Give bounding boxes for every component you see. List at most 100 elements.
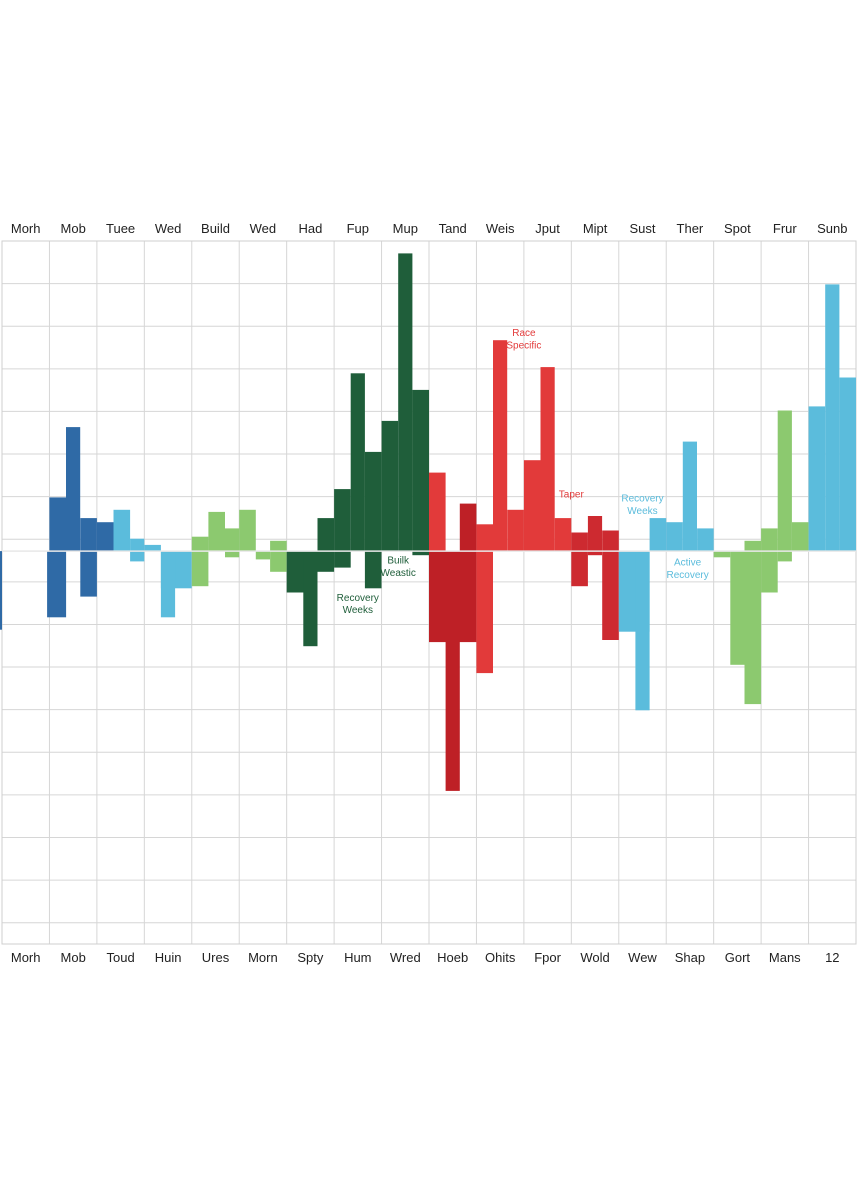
bar-build xyxy=(412,389,429,552)
bottom-tick-label: Spty xyxy=(297,950,324,965)
annotation-label: Recovery xyxy=(621,494,663,505)
bar-taper xyxy=(587,551,603,556)
bar-maintenance xyxy=(791,522,809,552)
bars xyxy=(0,253,856,791)
bottom-tick-label: Ohits xyxy=(485,950,516,965)
bottom-tick-label: Huin xyxy=(155,950,182,965)
bar-build xyxy=(334,489,351,552)
top-tick-label: Wed xyxy=(250,221,277,236)
bar-taper xyxy=(587,516,603,552)
bar-maintenance xyxy=(225,551,240,558)
annotation-label: Taper xyxy=(559,489,585,500)
bar-recovery xyxy=(666,522,683,552)
bottom-tick-label: Shap xyxy=(675,950,705,965)
bar-recovery xyxy=(649,518,667,552)
bar-maintenance xyxy=(777,551,792,562)
bar-build xyxy=(364,551,382,589)
bar-race_dark xyxy=(459,503,477,552)
bar-race xyxy=(554,518,572,552)
top-tick-label: Mob xyxy=(61,221,86,236)
bottom-tick-label: Toud xyxy=(106,950,134,965)
bar-maintenance xyxy=(239,509,256,552)
annotation-label: Recovery xyxy=(666,570,708,581)
bottom-tick-label: Hoeb xyxy=(437,950,468,965)
bar-maintenance xyxy=(225,528,240,552)
bottom-tick-label: Mans xyxy=(769,950,801,965)
bar-race xyxy=(493,340,508,552)
bar-maintenance xyxy=(270,551,287,572)
top-tick-label: Ther xyxy=(677,221,704,236)
bar-build xyxy=(303,551,318,647)
bar-build xyxy=(317,518,335,552)
bar-taper xyxy=(571,532,588,552)
annotation-label: Active xyxy=(674,558,702,569)
top-tick-label: Jput xyxy=(535,221,560,236)
bar-base xyxy=(66,427,81,552)
bar-race xyxy=(429,472,446,552)
bar-maintenance xyxy=(744,540,762,552)
bar-recovery xyxy=(130,551,145,562)
bottom-tick-label: Morn xyxy=(248,950,278,965)
bar-maintenance xyxy=(191,536,209,552)
bar-base xyxy=(49,497,66,552)
bar-race xyxy=(507,509,524,552)
bar-maintenance xyxy=(777,410,792,552)
bottom-tick-labels: Morh Mob Toud Huin Ures Morn Spty Hum Wred Hoeb Oh… xyxy=(11,950,840,965)
bottom-tick-label: Wew xyxy=(628,950,657,965)
top-tick-label: Build xyxy=(201,221,230,236)
bar-recovery xyxy=(697,528,714,552)
bar-build xyxy=(317,551,335,572)
bar-recovery xyxy=(825,284,840,552)
bottom-tick-label: Ures xyxy=(202,950,230,965)
bar-recovery xyxy=(635,551,650,711)
bar-build xyxy=(334,551,351,568)
bar-build xyxy=(364,451,382,552)
annotation-label: Weeks xyxy=(343,605,373,616)
bar-base xyxy=(80,551,97,597)
bar-build xyxy=(381,420,399,552)
bottom-tick-label: Morh xyxy=(11,950,41,965)
bottom-tick-label: Wred xyxy=(390,950,421,965)
bar-taper xyxy=(571,551,588,587)
bar-race xyxy=(540,367,555,552)
bar-base xyxy=(0,551,2,630)
bar-maintenance xyxy=(761,551,778,593)
annotation-label: Weastic xyxy=(381,568,416,579)
bar-maintenance xyxy=(270,540,287,552)
bottom-tick-label: Gort xyxy=(725,950,751,965)
bottom-tick-label: Hum xyxy=(344,950,371,965)
top-tick-label: Had xyxy=(298,221,322,236)
top-tick-label: Tand xyxy=(439,221,467,236)
annotation-label: Recovery xyxy=(337,593,379,604)
bar-race xyxy=(476,524,493,552)
bar-maintenance xyxy=(713,551,731,558)
bar-race xyxy=(523,460,541,552)
annotation-label: Builk xyxy=(387,556,410,567)
bar-recovery xyxy=(144,544,161,552)
top-tick-label: Morh xyxy=(11,221,41,236)
bar-recovery xyxy=(113,509,131,552)
bar-base xyxy=(96,522,114,552)
bar-base xyxy=(47,551,67,618)
bar-recovery xyxy=(160,551,176,618)
bar-race_dark xyxy=(445,551,460,791)
top-tick-label: Sunb xyxy=(817,221,847,236)
bar-recovery xyxy=(682,441,697,552)
bar-maintenance xyxy=(208,511,225,552)
bar-base xyxy=(80,518,97,552)
top-tick-label: Tuee xyxy=(106,221,135,236)
top-tick-label: Sust xyxy=(629,221,655,236)
bar-recovery xyxy=(808,406,826,552)
top-tick-label: Spot xyxy=(724,221,751,236)
top-tick-label: Wed xyxy=(155,221,182,236)
bar-taper xyxy=(602,530,619,552)
bar-maintenance xyxy=(191,551,209,587)
top-tick-label: Mipt xyxy=(583,221,608,236)
bottom-tick-label: Mob xyxy=(61,950,86,965)
bar-maintenance xyxy=(255,551,270,560)
bar-recovery xyxy=(839,377,856,552)
bar-recovery xyxy=(130,538,145,552)
